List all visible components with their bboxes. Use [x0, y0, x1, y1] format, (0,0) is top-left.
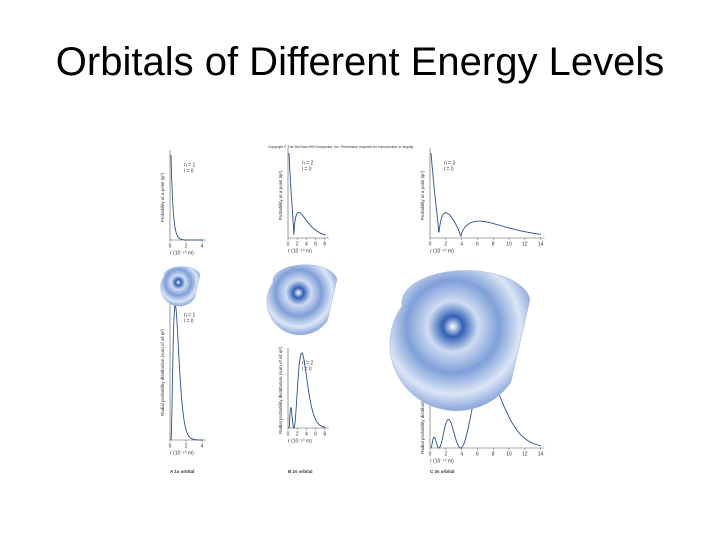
- copyright: Copyright © The McGraw-Hill Companies, I…: [268, 145, 414, 149]
- caption: B 2s orbital: [288, 469, 313, 474]
- tick-label: 10: [506, 451, 512, 457]
- orbital-cutaway: [266, 264, 338, 336]
- n-label: n = 2: [302, 360, 313, 366]
- tick-label: 6: [314, 241, 317, 247]
- tick-label: 14: [538, 451, 544, 457]
- slide-title: Orbitals of Different Energy Levels: [55, 40, 665, 84]
- tick-label: 6: [476, 241, 479, 247]
- x-axis-label: r (10⁻¹⁰ m): [170, 250, 194, 256]
- n-label: n = 3: [444, 160, 455, 166]
- y-axis-label: Probability at a point (ψ²): [160, 172, 165, 222]
- tick-label: 4: [201, 443, 204, 449]
- orbital-cutaway: [160, 266, 201, 307]
- tick-label: 2: [296, 241, 299, 247]
- y-axis-label: Radial probability distribution (sum of …: [420, 367, 425, 454]
- curve: [170, 154, 203, 241]
- y-axis-label: Probability at a point (ψ²): [278, 170, 283, 220]
- x-axis-label: r (10⁻¹⁰ m): [430, 248, 454, 254]
- curve: [288, 352, 326, 429]
- tick-label: 8: [323, 241, 326, 247]
- tick-label: 8: [323, 431, 326, 437]
- curve: [430, 152, 542, 238]
- x-axis-label: r (10⁻¹⁰ m): [430, 458, 454, 464]
- tick-label: 12: [522, 241, 528, 247]
- l-label: l = 0: [302, 366, 312, 372]
- n-label: n = 1: [184, 162, 195, 168]
- tick-label: 12: [522, 451, 528, 457]
- n-label: n = 2: [302, 160, 313, 166]
- y-axis-label: Radial probability distribution (sum of …: [278, 347, 283, 434]
- tick-label: 2: [444, 451, 447, 457]
- tick-label: 4: [305, 431, 308, 437]
- x-axis-label: r (10⁻¹⁰ m): [288, 438, 312, 444]
- tick-label: 14: [538, 241, 544, 247]
- tick-label: 8: [492, 241, 495, 247]
- tick-label: 0: [287, 431, 290, 437]
- tick-label: 0: [287, 241, 290, 247]
- orbital-cutaway: [389, 270, 531, 411]
- tick-label: 6: [476, 451, 479, 457]
- y-axis-label: Radial probability distribution (sum of …: [160, 329, 165, 416]
- tick-label: 2: [444, 241, 447, 247]
- l-label: l = 0: [184, 168, 194, 174]
- x-axis-label: r (10⁻¹⁰ m): [288, 248, 312, 254]
- tick-label: 10: [506, 241, 512, 247]
- tick-label: 2: [185, 443, 188, 449]
- y-axis-label: Probability at a point (ψ²): [420, 170, 425, 220]
- curve: [288, 152, 326, 236]
- caption: C 3s orbital: [430, 469, 455, 474]
- tick-label: 8: [492, 451, 495, 457]
- curve: [170, 304, 203, 441]
- tick-label: 0: [429, 241, 432, 247]
- tick-label: 4: [460, 451, 463, 457]
- tick-label: 4: [305, 241, 308, 247]
- tick-label: 0: [169, 243, 172, 249]
- tick-label: 0: [429, 451, 432, 457]
- tick-label: 2: [185, 243, 188, 249]
- l-label: l = 0: [184, 318, 194, 324]
- tick-label: 4: [460, 241, 463, 247]
- n-label: n = 1: [184, 312, 195, 318]
- tick-label: 6: [314, 431, 317, 437]
- tick-label: 4: [201, 243, 204, 249]
- x-axis-label: r (10⁻¹⁰ m): [170, 450, 194, 456]
- tick-label: 0: [169, 443, 172, 449]
- l-label: l = 0: [444, 166, 454, 172]
- l-label: l = 0: [302, 166, 312, 172]
- tick-label: 2: [296, 431, 299, 437]
- caption: A 1s orbital: [170, 469, 194, 474]
